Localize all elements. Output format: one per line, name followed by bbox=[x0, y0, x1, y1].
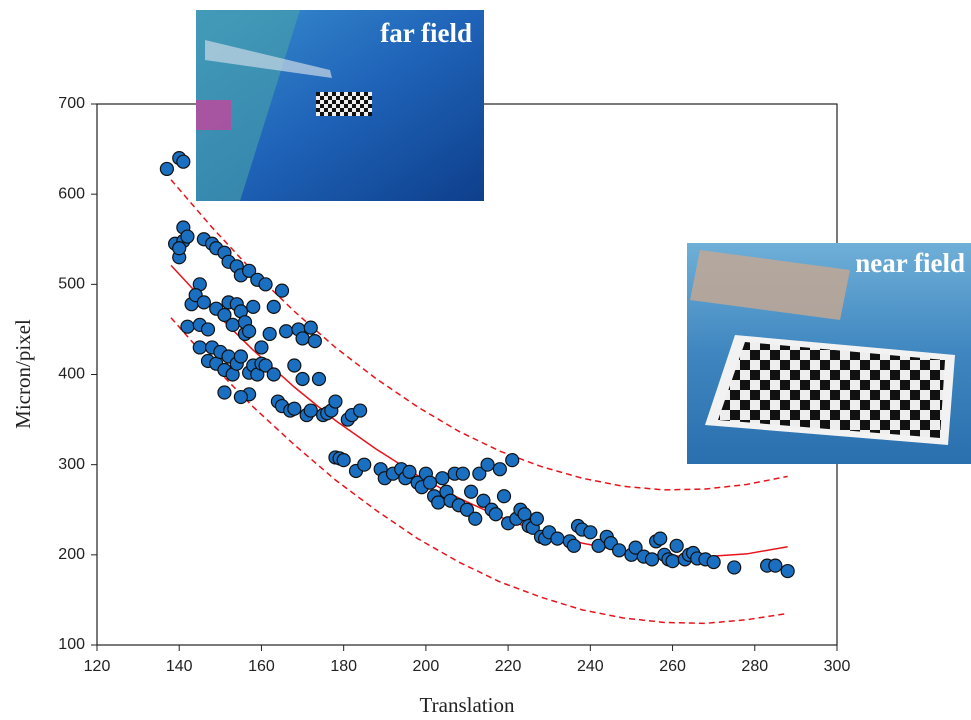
data-point bbox=[296, 332, 309, 345]
x-tick-label: 240 bbox=[577, 658, 604, 675]
data-point bbox=[160, 162, 173, 175]
data-point bbox=[259, 278, 272, 291]
data-point bbox=[424, 476, 437, 489]
y-tick-label: 500 bbox=[58, 276, 85, 293]
x-tick-label: 120 bbox=[84, 658, 111, 675]
data-point bbox=[567, 539, 580, 552]
data-point bbox=[218, 386, 231, 399]
data-point bbox=[728, 561, 741, 574]
data-point bbox=[551, 532, 564, 545]
data-point bbox=[465, 485, 478, 498]
data-point bbox=[255, 341, 268, 354]
data-point bbox=[243, 325, 256, 338]
data-point bbox=[202, 323, 215, 336]
data-point bbox=[666, 555, 679, 568]
data-point bbox=[489, 508, 502, 521]
data-point bbox=[280, 325, 293, 338]
page: {"chart_data": { "type": "scatter", "x_l… bbox=[0, 0, 971, 720]
data-point bbox=[432, 496, 445, 509]
data-point bbox=[263, 327, 276, 340]
x-tick-label: 260 bbox=[659, 658, 686, 675]
data-point bbox=[267, 300, 280, 313]
data-point bbox=[456, 467, 469, 480]
data-point bbox=[670, 539, 683, 552]
data-point bbox=[173, 242, 186, 255]
data-point bbox=[481, 458, 494, 471]
data-point bbox=[288, 359, 301, 372]
far-field-inset: far field bbox=[196, 10, 484, 201]
x-axis-title: Translation bbox=[420, 693, 515, 717]
data-point bbox=[267, 368, 280, 381]
y-tick-label: 400 bbox=[58, 366, 85, 383]
data-point bbox=[304, 321, 317, 334]
data-point bbox=[226, 318, 239, 331]
inset-label: far field bbox=[380, 18, 472, 48]
data-point bbox=[337, 454, 350, 467]
data-point bbox=[518, 508, 531, 521]
y-tick-label: 700 bbox=[58, 95, 85, 112]
x-tick-label: 300 bbox=[824, 658, 851, 675]
data-point bbox=[781, 565, 794, 578]
y-axis-title: Micron/pixel bbox=[11, 319, 35, 429]
inset-label: near field bbox=[855, 248, 965, 278]
data-point bbox=[276, 284, 289, 297]
x-tick-label: 140 bbox=[166, 658, 193, 675]
x-tick-label: 180 bbox=[330, 658, 357, 675]
data-point bbox=[493, 463, 506, 476]
data-point bbox=[498, 490, 511, 503]
data-point bbox=[654, 532, 667, 545]
data-point bbox=[296, 373, 309, 386]
data-point bbox=[308, 335, 321, 348]
x-tick-label: 280 bbox=[741, 658, 768, 675]
x-tick-label: 160 bbox=[248, 658, 275, 675]
data-point bbox=[354, 404, 367, 417]
data-point bbox=[181, 230, 194, 243]
photo-shade bbox=[196, 100, 231, 130]
data-point bbox=[469, 512, 482, 525]
data-point bbox=[584, 526, 597, 539]
data-point bbox=[358, 458, 371, 471]
data-point bbox=[436, 472, 449, 485]
x-tick-label: 200 bbox=[413, 658, 440, 675]
data-point bbox=[193, 341, 206, 354]
x-tick-label: 220 bbox=[495, 658, 522, 675]
data-point bbox=[304, 404, 317, 417]
data-point bbox=[177, 155, 190, 168]
y-tick-label: 200 bbox=[58, 546, 85, 563]
data-point bbox=[707, 556, 720, 569]
data-point bbox=[181, 320, 194, 333]
y-tick-label: 100 bbox=[58, 636, 85, 653]
y-tick-label: 600 bbox=[58, 185, 85, 202]
data-point bbox=[197, 296, 210, 309]
y-tick-label: 300 bbox=[58, 456, 85, 473]
data-point bbox=[613, 544, 626, 557]
data-point bbox=[234, 391, 247, 404]
data-point bbox=[530, 512, 543, 525]
data-point bbox=[403, 465, 416, 478]
data-point bbox=[646, 553, 659, 566]
data-point bbox=[329, 395, 342, 408]
data-point bbox=[769, 559, 782, 572]
chart: 120 140 160 180 200 220 240 260 280 300 100 200 300 4… bbox=[0, 0, 971, 720]
data-point bbox=[313, 373, 326, 386]
data-point bbox=[506, 454, 519, 467]
photo-board bbox=[316, 92, 372, 116]
data-point bbox=[247, 300, 260, 313]
data-point bbox=[288, 402, 301, 415]
data-point bbox=[234, 350, 247, 363]
near-field-inset: near field bbox=[687, 243, 971, 464]
